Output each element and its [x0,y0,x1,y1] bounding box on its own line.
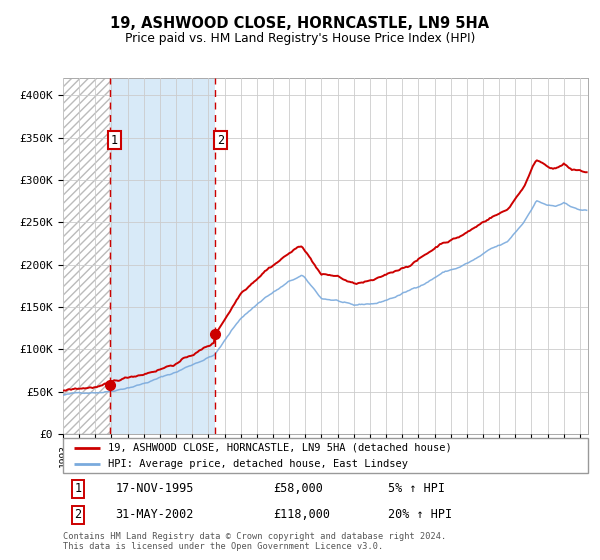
Text: 17-NOV-1995: 17-NOV-1995 [115,482,194,495]
Text: 19, ASHWOOD CLOSE, HORNCASTLE, LN9 5HA: 19, ASHWOOD CLOSE, HORNCASTLE, LN9 5HA [110,16,490,31]
Text: Price paid vs. HM Land Registry's House Price Index (HPI): Price paid vs. HM Land Registry's House … [125,32,475,45]
FancyBboxPatch shape [63,438,588,473]
Text: Contains HM Land Registry data © Crown copyright and database right 2024.
This d: Contains HM Land Registry data © Crown c… [63,532,446,552]
Text: £58,000: £58,000 [273,482,323,495]
Text: 31-MAY-2002: 31-MAY-2002 [115,508,194,521]
Text: £118,000: £118,000 [273,508,330,521]
Bar [63,78,110,434]
Text: 2: 2 [217,133,224,147]
Bar [63,78,110,434]
Text: 20% ↑ HPI: 20% ↑ HPI [389,508,452,521]
Text: 19, ASHWOOD CLOSE, HORNCASTLE, LN9 5HA (detached house): 19, ASHWOOD CLOSE, HORNCASTLE, LN9 5HA (… [107,443,451,453]
Bar [63,78,110,434]
Text: HPI: Average price, detached house, East Lindsey: HPI: Average price, detached house, East… [107,459,407,469]
Text: 1: 1 [111,133,118,147]
Text: 1: 1 [74,482,82,495]
Text: 2: 2 [74,508,82,521]
Bar [110,78,215,434]
Text: 5% ↑ HPI: 5% ↑ HPI [389,482,445,495]
